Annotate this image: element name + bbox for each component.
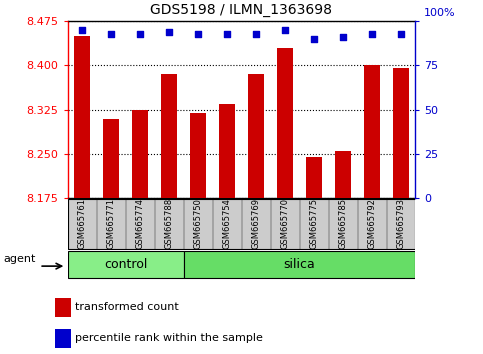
Point (397, 31, 405, 36)
Bar (190, 113, 206, 198)
Text: GSM665788: GSM665788 (165, 198, 173, 250)
Text: GSM665792: GSM665792 (368, 199, 376, 249)
Bar (155, 199, 183, 249)
Bar (387, 199, 415, 249)
Point (78, 27, 86, 33)
Bar (97, 199, 125, 249)
Bar (306, 157, 322, 198)
Bar (184, 199, 212, 249)
Bar (184, 251, 415, 278)
Bar (248, 74, 264, 198)
Bar (55, 329, 71, 348)
Text: control: control (104, 257, 147, 270)
Bar (219, 104, 235, 198)
Bar (393, 68, 409, 198)
Point (281, 27, 289, 33)
Text: percentile rank within the sample: percentile rank within the sample (75, 333, 263, 343)
Text: GSM665750: GSM665750 (194, 199, 202, 249)
Text: silica: silica (284, 257, 315, 270)
Point (165, 29, 173, 35)
Point (136, 31, 144, 36)
Text: 100%: 100% (424, 8, 455, 18)
Text: transformed count: transformed count (75, 302, 179, 313)
Bar (300, 199, 328, 249)
Text: GSM665769: GSM665769 (252, 198, 260, 250)
Point (339, 34, 347, 40)
Bar (132, 110, 148, 198)
Point (194, 31, 202, 36)
Bar (55, 298, 71, 317)
Bar (74, 36, 90, 198)
Text: GSM665771: GSM665771 (107, 198, 115, 250)
Text: GSM665785: GSM665785 (339, 198, 347, 250)
Text: GSM665761: GSM665761 (78, 198, 86, 250)
Bar (277, 48, 293, 198)
Bar (126, 199, 154, 249)
Bar (161, 74, 177, 198)
Text: GSM665754: GSM665754 (223, 199, 231, 249)
Text: GSM665774: GSM665774 (136, 198, 144, 250)
Bar (271, 199, 299, 249)
Bar (329, 199, 357, 249)
Text: GSM665793: GSM665793 (397, 198, 405, 250)
Bar (335, 151, 351, 198)
Text: GSM665775: GSM665775 (310, 198, 318, 250)
Bar (68, 251, 184, 278)
Point (252, 31, 260, 36)
Bar (68, 199, 96, 249)
Point (107, 31, 115, 36)
Text: agent: agent (3, 253, 36, 264)
Bar (364, 65, 380, 198)
Point (310, 36, 318, 42)
Point (368, 31, 376, 36)
Bar (242, 199, 270, 249)
Bar (213, 199, 241, 249)
Bar (103, 119, 119, 198)
Title: GDS5198 / ILMN_1363698: GDS5198 / ILMN_1363698 (151, 4, 332, 17)
Bar (358, 199, 386, 249)
Point (223, 31, 231, 36)
Text: GSM665770: GSM665770 (281, 198, 289, 250)
